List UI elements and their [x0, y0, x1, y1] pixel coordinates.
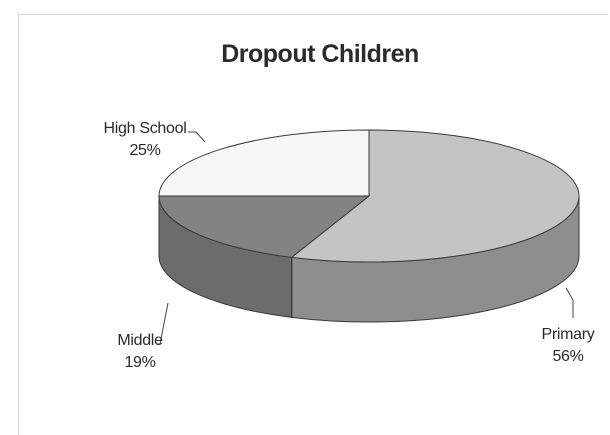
slice-label-primary: Primary 56%	[528, 324, 608, 368]
leader-line-high-school	[188, 131, 206, 143]
pie-tops	[158, 129, 580, 263]
leader-line-middle	[156, 302, 169, 345]
pie-slice-high-school	[158, 129, 370, 197]
slice-name-middle: Middle	[117, 332, 163, 349]
pie-slice-middle	[158, 195, 371, 258]
slice-value-primary: 56%	[552, 348, 584, 365]
slice-label-high-school: High School 25%	[80, 118, 210, 162]
leader-lines	[156, 131, 574, 345]
slice-label-middle: Middle 19%	[100, 330, 180, 374]
slice-name-high-school: High School	[103, 120, 187, 137]
chart-title: Dropout Children	[221, 40, 419, 68]
chart-area	[18, 14, 608, 435]
slice-value-high-school: 25%	[129, 142, 161, 159]
leader-line-primary	[565, 287, 574, 318]
slice-name-primary: Primary	[541, 326, 595, 343]
slice-value-middle: 19%	[124, 354, 156, 371]
pie-slice-primary	[290, 129, 580, 263]
